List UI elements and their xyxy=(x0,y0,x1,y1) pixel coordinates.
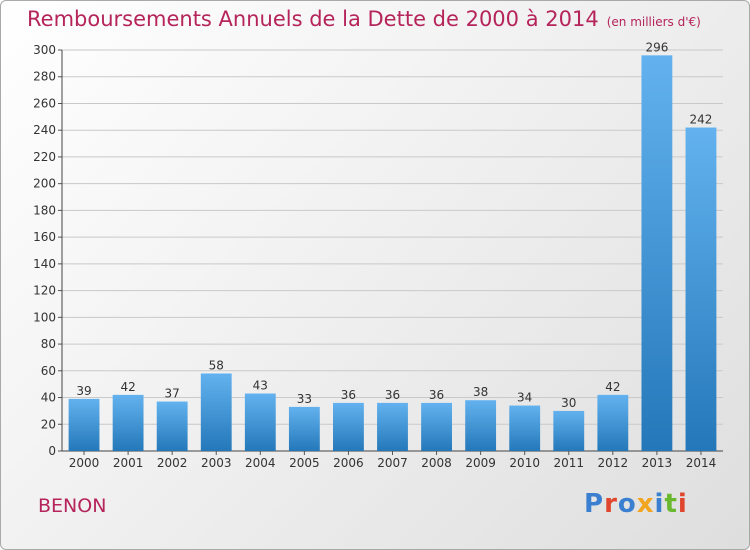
bar xyxy=(553,410,585,451)
y-tick-label: 120 xyxy=(33,284,56,298)
bar-value-label: 36 xyxy=(429,388,444,402)
logo-letter: i xyxy=(654,489,665,519)
bar xyxy=(333,402,364,451)
y-tick-label: 300 xyxy=(33,43,56,57)
x-tick-label: 2014 xyxy=(686,456,717,470)
logo-letter: i xyxy=(677,489,688,519)
bar-value-label: 296 xyxy=(645,40,668,54)
x-tick-label: 2008 xyxy=(421,456,452,470)
bar-value-label: 30 xyxy=(561,396,576,410)
bar xyxy=(597,394,629,451)
bar-value-label: 36 xyxy=(385,388,400,402)
y-tick-label: 280 xyxy=(33,70,56,84)
bar-value-label: 37 xyxy=(165,387,180,401)
bar xyxy=(112,394,144,451)
bar-value-label: 43 xyxy=(253,379,268,393)
x-tick-label: 2000 xyxy=(69,456,100,470)
bar-value-label: 42 xyxy=(120,380,135,394)
bar xyxy=(68,398,100,451)
x-tick-label: 2007 xyxy=(377,456,408,470)
commune-name: BENON xyxy=(38,495,107,517)
y-tick-label: 260 xyxy=(33,96,56,110)
bar xyxy=(200,373,232,451)
y-tick-label: 100 xyxy=(33,310,56,324)
x-tick-label: 2001 xyxy=(113,456,144,470)
bar xyxy=(288,406,320,451)
bar xyxy=(244,393,276,451)
chart-title: Remboursements Annuels de la Dette de 20… xyxy=(27,7,599,31)
logo-letter: x xyxy=(636,489,655,519)
bar-value-label: 36 xyxy=(341,388,356,402)
bar-value-label: 34 xyxy=(517,391,532,405)
x-tick-label: 2004 xyxy=(245,456,276,470)
y-tick-label: 40 xyxy=(41,391,56,405)
logo-letter: t xyxy=(664,489,678,519)
bar-value-label: 242 xyxy=(690,113,713,127)
x-tick-label: 2010 xyxy=(509,456,540,470)
bar-value-label: 42 xyxy=(605,380,620,394)
bar xyxy=(156,401,188,451)
bar-value-label: 39 xyxy=(76,384,91,398)
bar xyxy=(377,402,408,451)
y-tick-label: 220 xyxy=(33,150,56,164)
chart-title-block: Remboursements Annuels de la Dette de 20… xyxy=(27,7,701,31)
y-tick-label: 200 xyxy=(33,177,56,191)
y-tick-label: 240 xyxy=(33,123,56,137)
bar-value-label: 33 xyxy=(297,392,312,406)
bar-value-label: 38 xyxy=(473,385,488,399)
bar xyxy=(465,400,497,451)
x-tick-label: 2009 xyxy=(465,456,496,470)
logo-letter: o xyxy=(617,489,637,519)
logo-letter: r xyxy=(604,489,618,519)
x-tick-label: 2003 xyxy=(201,456,232,470)
y-tick-label: 80 xyxy=(41,337,56,351)
x-tick-label: 2002 xyxy=(157,456,188,470)
logo-letter: P xyxy=(584,489,605,519)
y-tick-label: 180 xyxy=(33,203,56,217)
x-tick-label: 2012 xyxy=(598,456,629,470)
x-tick-label: 2011 xyxy=(553,456,584,470)
proxiti-logo: Proxiti xyxy=(584,489,688,519)
y-tick-label: 160 xyxy=(33,230,56,244)
x-tick-label: 2005 xyxy=(289,456,320,470)
y-tick-label: 0 xyxy=(48,444,56,458)
x-tick-label: 2006 xyxy=(333,456,364,470)
x-tick-label: 2013 xyxy=(642,456,673,470)
bar xyxy=(685,127,717,451)
bar xyxy=(641,55,673,451)
y-tick-label: 20 xyxy=(41,417,56,431)
bar xyxy=(509,405,541,451)
bar-value-label: 58 xyxy=(209,358,224,372)
bar xyxy=(421,402,452,451)
chart-unit: (en milliers d'€) xyxy=(606,15,701,29)
y-tick-label: 60 xyxy=(41,364,56,378)
y-tick-label: 140 xyxy=(33,257,56,271)
